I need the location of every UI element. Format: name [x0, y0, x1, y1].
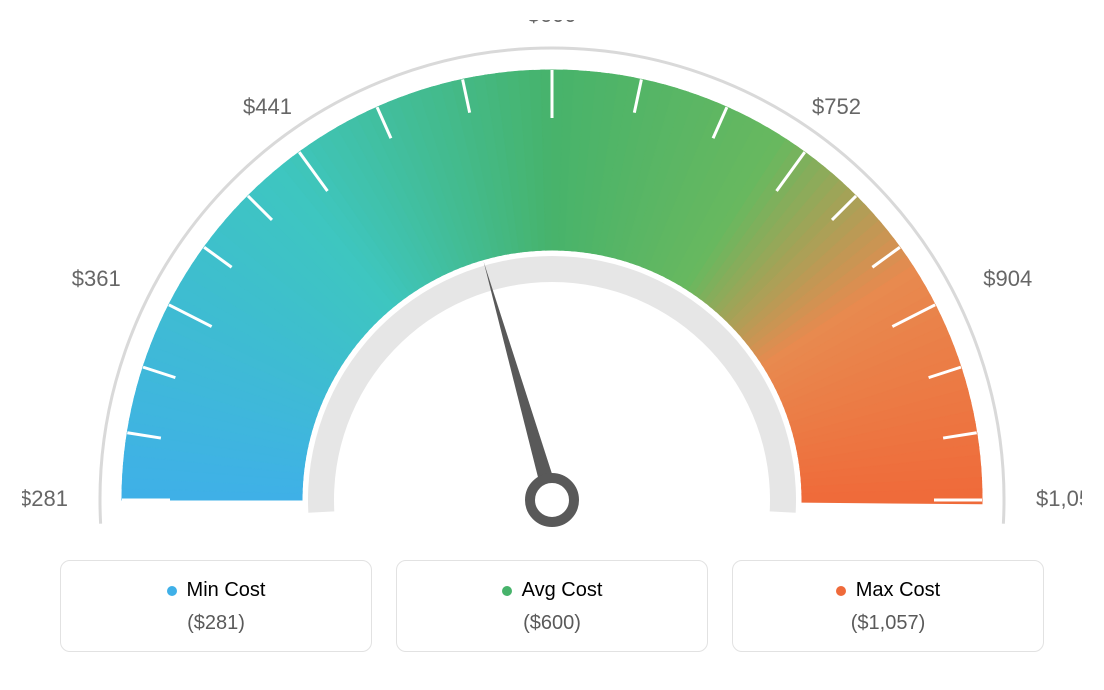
gauge-tick-label: $281: [22, 486, 68, 511]
gauge-needle: [484, 262, 560, 503]
legend-avg-value: ($600): [417, 612, 687, 635]
legend-min-box: Min Cost ($281): [60, 560, 372, 652]
legend-max-text: Max Cost: [856, 579, 940, 602]
gauge-hub: [530, 478, 574, 522]
gauge-tick-label: $361: [72, 266, 121, 291]
legend-min-text: Min Cost: [187, 579, 266, 602]
gauge-tick-label: $1,057: [1036, 486, 1082, 511]
legend-min-value: ($281): [81, 612, 351, 635]
legend-avg-label: Avg Cost: [502, 579, 603, 602]
gauge-tick-label: $600: [528, 20, 577, 27]
legend-max-value: ($1,057): [753, 612, 1023, 635]
legend-min-label: Min Cost: [167, 579, 266, 602]
gauge-chart-container: $281 $361 $441 $600 $752 $904 $1,057 Min Cost …: [0, 0, 1104, 690]
legend-avg-box: Avg Cost ($600): [396, 560, 708, 652]
gauge-tick-label: $904: [983, 266, 1032, 291]
gauge-tick-label: $752: [812, 94, 861, 119]
legend-row: Min Cost ($281) Avg Cost ($600) Max Cost…: [20, 560, 1084, 652]
dot-icon: [836, 586, 846, 596]
legend-avg-text: Avg Cost: [522, 579, 603, 602]
legend-max-box: Max Cost ($1,057): [732, 560, 1044, 652]
gauge-wrap: $281 $361 $441 $600 $752 $904 $1,057: [20, 20, 1084, 570]
dot-icon: [502, 586, 512, 596]
gauge-tick-label: $441: [243, 94, 292, 119]
dot-icon: [167, 586, 177, 596]
gauge-svg: $281 $361 $441 $600 $752 $904 $1,057: [22, 20, 1082, 570]
legend-max-label: Max Cost: [836, 579, 940, 602]
